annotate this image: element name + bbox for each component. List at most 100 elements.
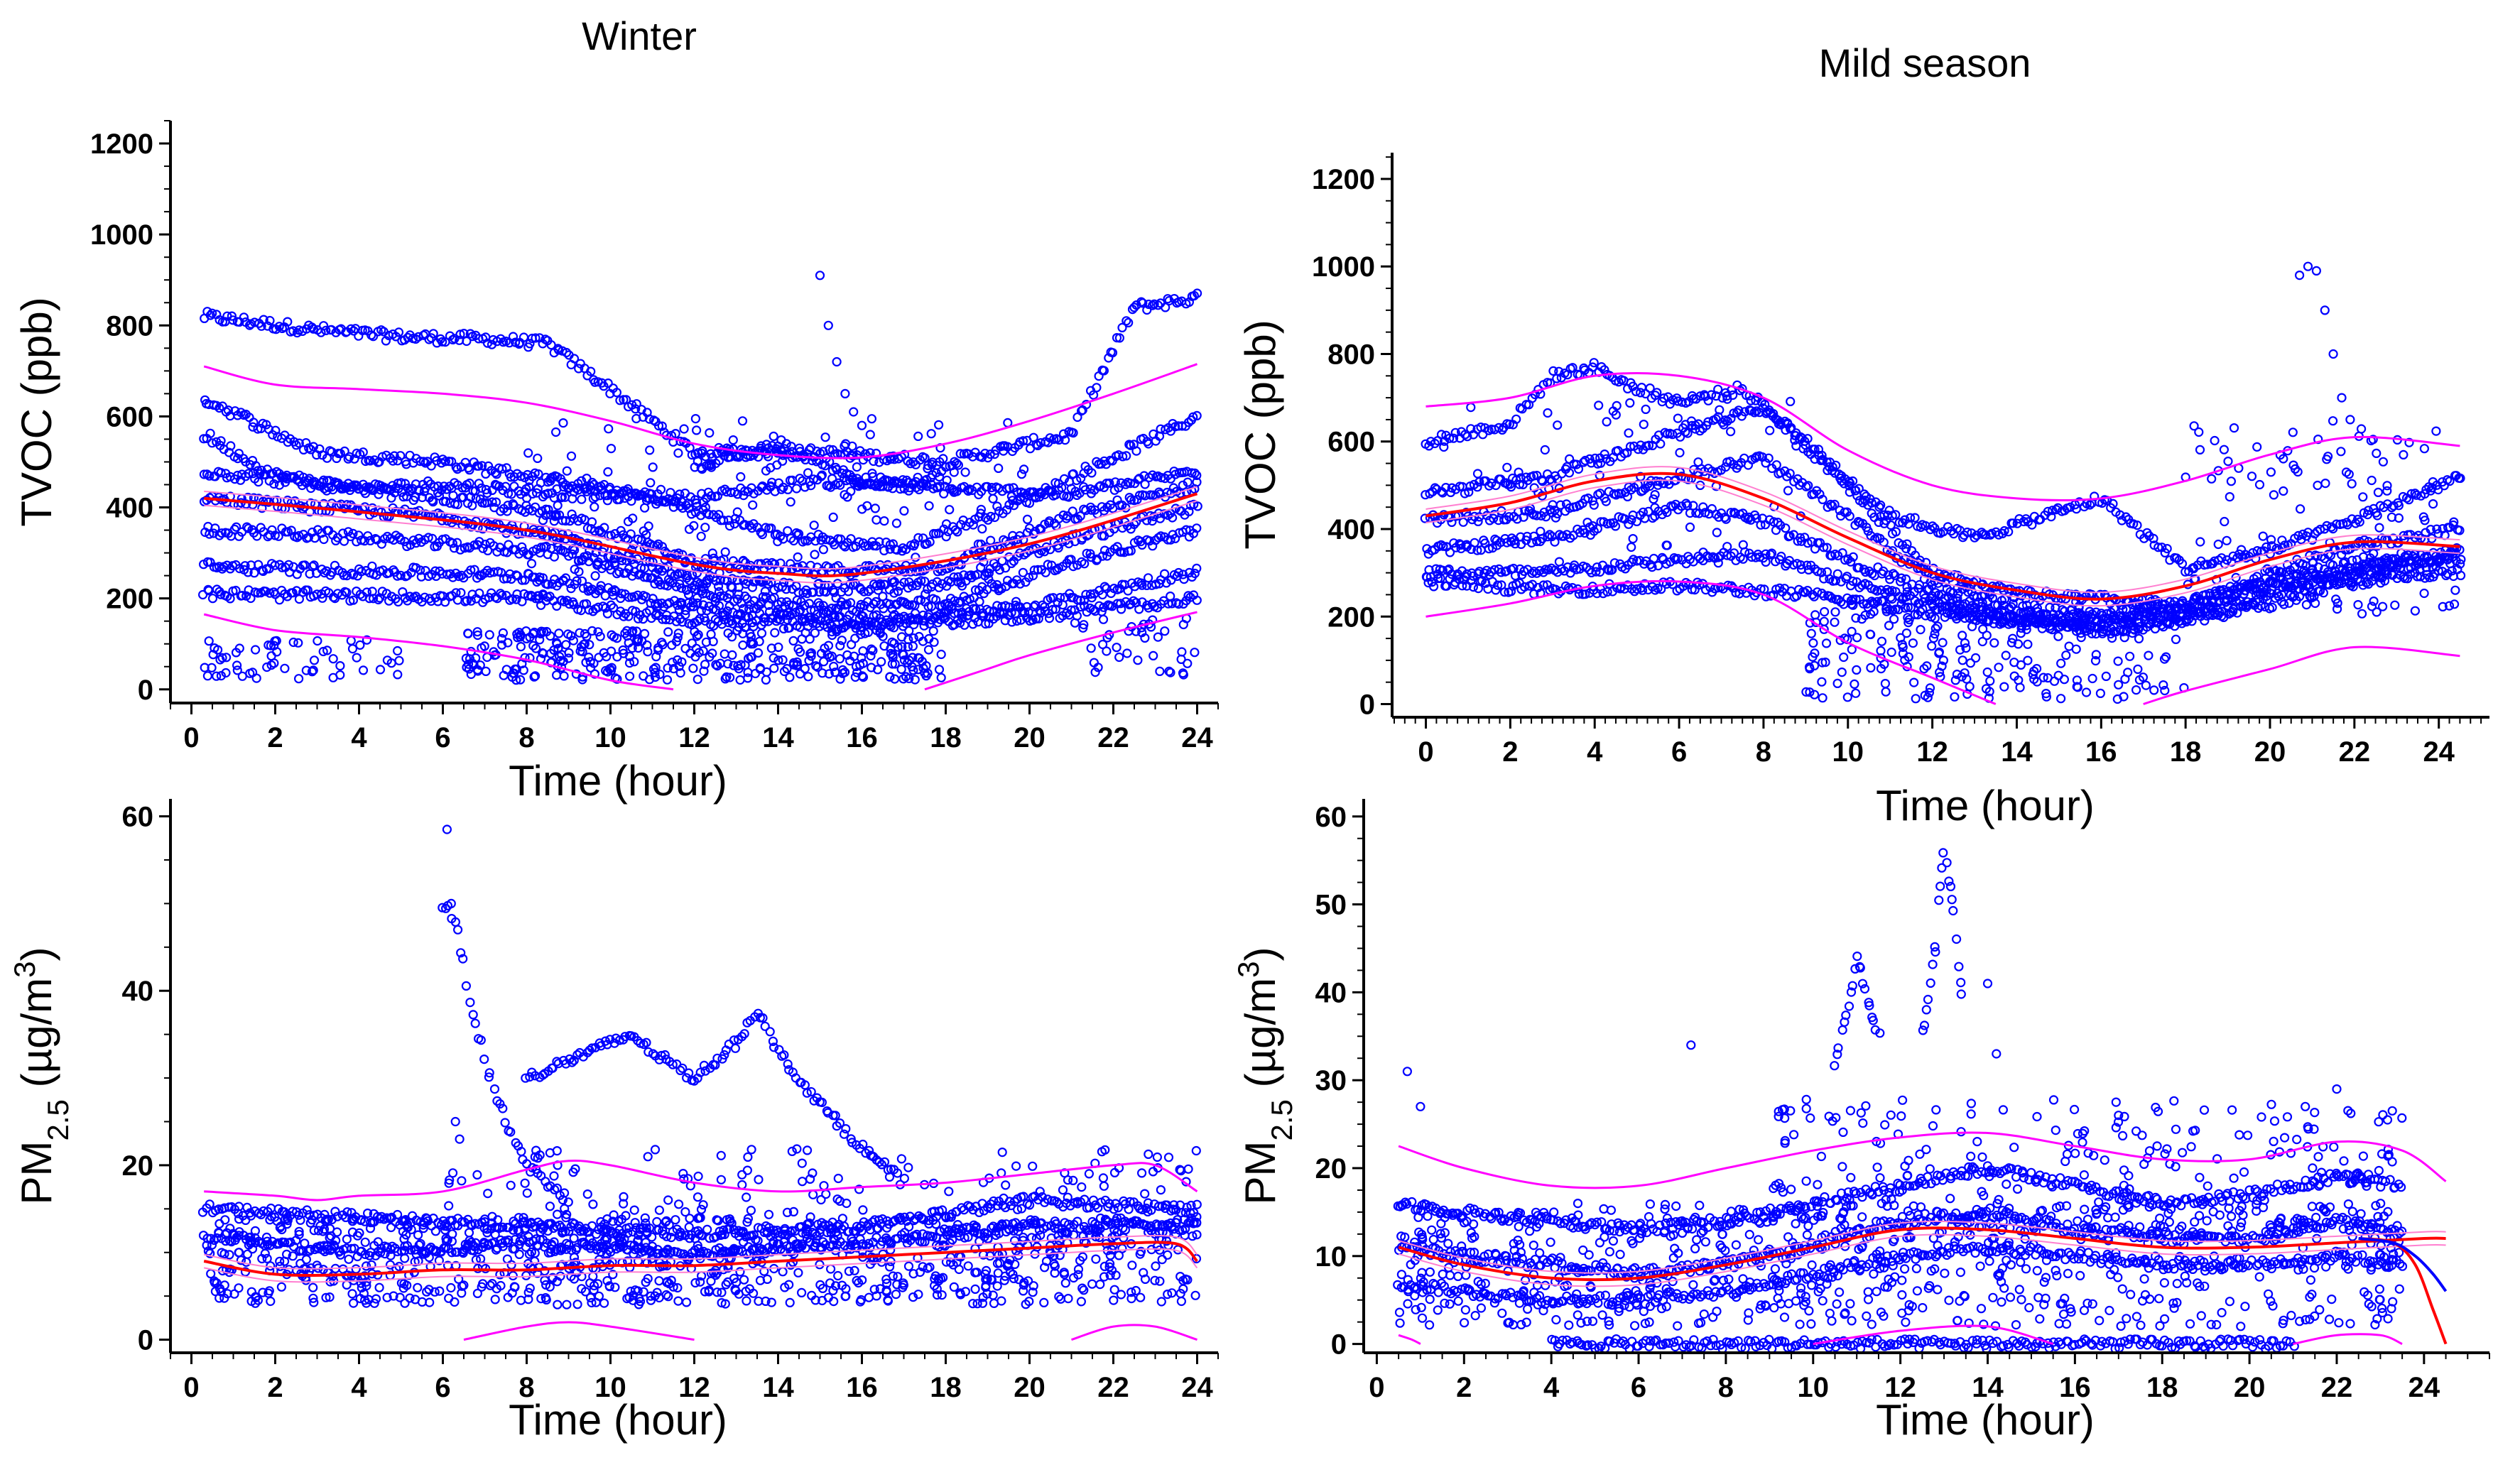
- data-point: [216, 467, 226, 478]
- data-point: [737, 416, 748, 426]
- data-point: [968, 520, 978, 530]
- data-point: [232, 522, 241, 532]
- data-point: [1068, 427, 1078, 438]
- data-point: [791, 484, 802, 494]
- data-point: [205, 428, 215, 438]
- data-point: [497, 464, 507, 474]
- data-point: [309, 655, 320, 665]
- data-point: [644, 494, 655, 504]
- data-point: [465, 492, 476, 502]
- data-point: [346, 636, 356, 645]
- data-point: [319, 475, 329, 485]
- data-point: [1160, 626, 1170, 636]
- data-point: [355, 640, 365, 650]
- data-point: [1193, 501, 1202, 511]
- data-point: [503, 500, 513, 511]
- x-tick-label: 12: [678, 722, 710, 753]
- data-point: [707, 548, 717, 558]
- data-point: [1107, 348, 1118, 358]
- data-point: [1086, 643, 1096, 653]
- data-point: [580, 628, 590, 639]
- data-point: [865, 430, 875, 440]
- data-point: [1102, 584, 1112, 594]
- data-point: [1138, 298, 1148, 308]
- data-point: [846, 534, 856, 544]
- y-tick-label: 1000: [90, 219, 153, 251]
- data-point: [559, 671, 569, 681]
- data-point: [269, 479, 279, 489]
- data-point: [294, 674, 304, 684]
- data-point: [687, 450, 697, 460]
- data-point: [1063, 511, 1072, 521]
- data-point: [471, 516, 481, 526]
- data-point: [1064, 492, 1074, 502]
- data-point: [1099, 366, 1109, 376]
- x-tick-label: 0: [183, 722, 199, 753]
- data-point: [447, 538, 457, 548]
- data-point: [343, 527, 353, 537]
- data-point: [835, 480, 845, 490]
- data-point: [766, 577, 776, 587]
- winter-tvoc-x-label: Time (hour): [509, 757, 727, 805]
- data-point: [1118, 452, 1128, 462]
- data-point: [204, 636, 214, 646]
- data-point: [1025, 444, 1036, 454]
- data-point: [321, 506, 331, 516]
- y-tick-label: 200: [106, 584, 153, 615]
- data-point: [626, 496, 636, 506]
- data-point: [366, 484, 376, 494]
- data-point: [274, 480, 285, 490]
- data-point: [920, 589, 930, 599]
- data-point: [706, 491, 717, 501]
- data-point: [986, 535, 996, 545]
- data-point: [858, 566, 869, 576]
- data-point: [462, 336, 472, 347]
- data-point: [690, 413, 701, 424]
- data-point: [517, 542, 527, 552]
- data-point: [878, 592, 888, 601]
- data-point: [992, 501, 1002, 511]
- data-point: [936, 649, 946, 660]
- data-point: [1422, 544, 1432, 554]
- data-point: [705, 427, 715, 438]
- data-point: [594, 653, 604, 663]
- data-point: [952, 458, 962, 469]
- data-point: [657, 421, 667, 431]
- data-point: [261, 420, 271, 430]
- data-point: [251, 645, 261, 655]
- data-point: [646, 478, 656, 488]
- data-point: [624, 671, 635, 681]
- data-point: [783, 484, 793, 495]
- data-point: [994, 463, 1004, 474]
- data-point: [217, 528, 227, 538]
- data-point: [819, 657, 829, 667]
- data-point: [815, 271, 825, 280]
- data-point: [890, 674, 900, 684]
- data-point: [396, 451, 406, 461]
- data-point: [1059, 474, 1070, 484]
- data-point: [573, 485, 583, 495]
- data-point: [795, 669, 805, 679]
- data-point: [394, 655, 404, 665]
- data-point: [577, 494, 587, 504]
- data-point: [916, 576, 926, 586]
- data-point: [1159, 569, 1170, 579]
- data-point: [1024, 498, 1035, 508]
- data-point: [354, 530, 364, 540]
- data-point: [1148, 650, 1158, 661]
- data-point: [798, 588, 808, 598]
- data-point: [776, 484, 786, 494]
- x-tick-label: 16: [846, 722, 878, 753]
- data-point: [1019, 464, 1029, 474]
- x-tick-label: 2: [267, 722, 283, 753]
- data-point: [1192, 288, 1202, 298]
- data-point: [747, 523, 757, 533]
- data-point: [233, 453, 243, 464]
- data-point: [319, 534, 329, 545]
- data-point: [569, 354, 580, 364]
- data-point: [441, 496, 451, 506]
- data-point: [392, 645, 403, 656]
- data-point: [599, 523, 609, 533]
- data-point: [237, 671, 247, 681]
- data-point: [913, 431, 923, 442]
